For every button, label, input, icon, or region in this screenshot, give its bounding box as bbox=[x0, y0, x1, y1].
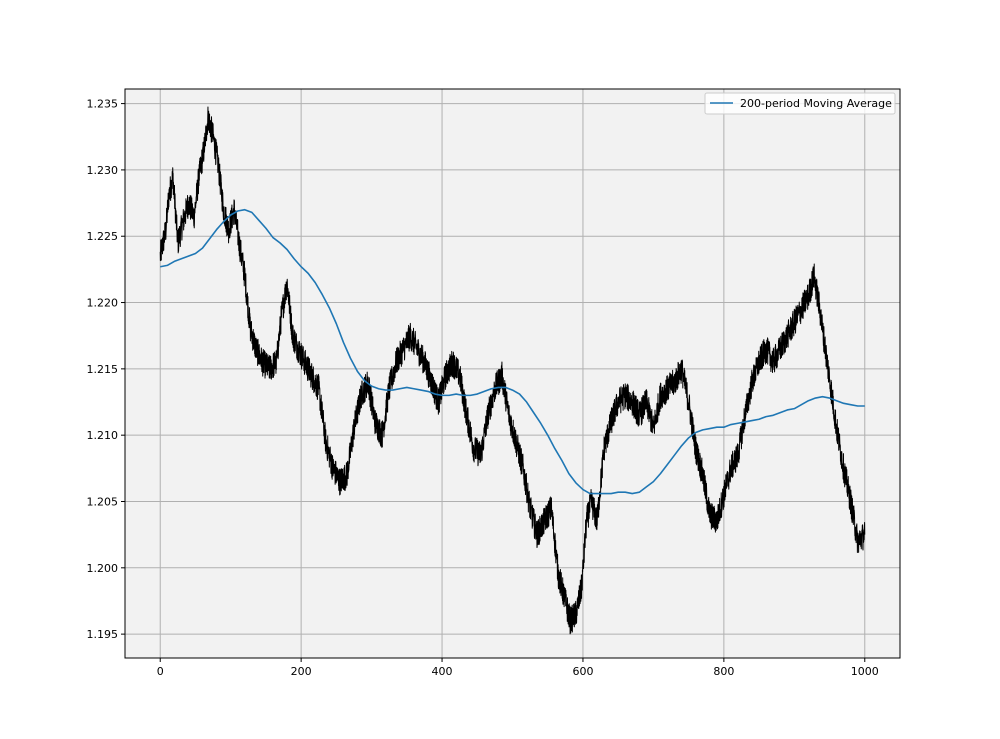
y-tick-label: 1.220 bbox=[87, 297, 119, 310]
x-tick-label: 200 bbox=[291, 665, 312, 678]
legend-box bbox=[704, 92, 896, 115]
x-tick-label: 600 bbox=[572, 665, 593, 678]
x-tick-label: 400 bbox=[432, 665, 453, 678]
legend: 200-period Moving Average bbox=[704, 92, 896, 115]
y-tick-label: 1.195 bbox=[87, 628, 119, 641]
y-tick-label: 1.225 bbox=[87, 230, 119, 243]
y-tick-label: 1.235 bbox=[87, 98, 119, 111]
x-axis: 0 200 400 600 800 1000 bbox=[157, 658, 879, 678]
legend-label-moving-average: 200-period Moving Average bbox=[740, 97, 892, 110]
moving-average-line bbox=[160, 208, 865, 495]
plot-area bbox=[125, 89, 900, 658]
y-tick-label: 1.205 bbox=[87, 495, 119, 508]
price-line bbox=[159, 106, 866, 635]
x-tick-label: 800 bbox=[713, 665, 734, 678]
plot-frame bbox=[124, 88, 901, 659]
y-tick-label: 1.200 bbox=[87, 562, 119, 575]
y-axis: 1.195 1.200 1.205 1.210 1.215 1.220 1.225 1.230… bbox=[87, 98, 125, 641]
x-tick-label: 1000 bbox=[851, 665, 879, 678]
y-tick-label: 1.230 bbox=[87, 164, 119, 177]
series-layer bbox=[159, 106, 866, 635]
y-tick-label: 1.215 bbox=[87, 363, 119, 376]
x-tick-label: 0 bbox=[157, 665, 164, 678]
y-tick-label: 1.210 bbox=[87, 429, 119, 442]
